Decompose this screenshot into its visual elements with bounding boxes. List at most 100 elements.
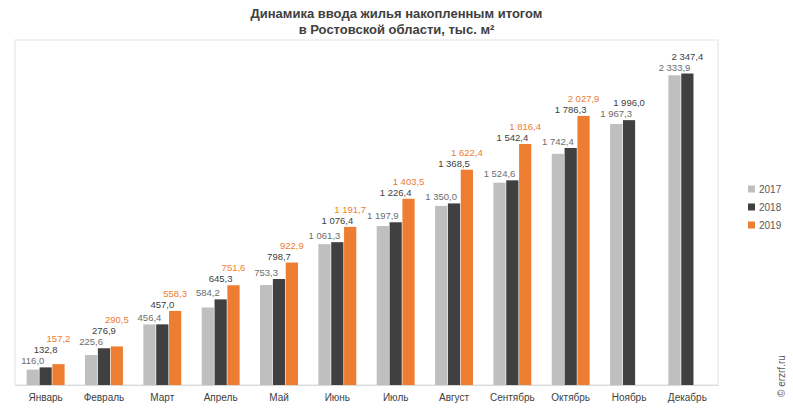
data-label: 751,6 [222,262,246,273]
legend-swatch [748,204,755,211]
x-axis: Январь Февраль Март Апрель Май Июнь Июль Август… [16,386,719,404]
data-label: 1 524,6 [484,168,516,179]
bar [448,203,460,385]
data-label: 798,7 [267,251,291,262]
bar [85,355,97,385]
bar [156,324,168,385]
data-label: 1 368,5 [438,158,470,169]
bar [461,170,473,385]
bar [435,206,447,385]
x-tick-label: Февраль [84,392,125,403]
bar [318,244,330,385]
x-tick-label: Январь [28,392,62,403]
bar [286,263,298,385]
data-label: 1 996,0 [613,97,645,108]
data-label: 1 403,5 [393,176,425,187]
data-label: 1 816,4 [509,121,541,132]
data-label: 584,2 [196,287,220,298]
data-label: 1 076,4 [321,215,353,226]
data-label: 456,4 [138,312,162,323]
x-tick: Май [269,392,289,403]
plot: Январь Февраль Март Апрель Май Июнь Июль Август… [15,40,719,403]
data-label: 2 027,9 [568,93,600,104]
data-label: 2 333,9 [659,62,691,73]
bar [169,311,181,385]
x-tick: Ноябрь [612,392,647,403]
x-tick: Август [439,392,470,403]
data-label: 1 542,4 [496,132,528,143]
x-tick-label: Март [150,392,174,403]
legend-label: 2018 [759,202,782,213]
x-tick: Январь [28,392,62,403]
bar [215,299,227,385]
plot-frame [15,40,718,385]
data-label: 457,0 [150,299,174,310]
x-tick-label: Август [439,392,470,403]
x-tick-label: Ноябрь [612,392,647,403]
data-label: 1 967,3 [600,108,632,119]
data-label: 558,3 [163,288,187,299]
bar [202,307,214,385]
data-label: 225,6 [79,336,103,347]
bar [260,285,272,385]
x-tick-label: Сентябрь [490,392,535,403]
legend-swatch [748,222,755,229]
data-label: 157,2 [47,333,71,344]
title: Динамика ввода жилья накопленным итогомв… [251,6,543,37]
bar [390,222,402,385]
title-line: Динамика ввода жилья накопленным итогом [251,6,543,21]
data-label: 1 742,4 [542,136,574,147]
x-tick-label: Апрель [204,392,238,403]
bar [111,346,123,385]
chart: Динамика ввода жилья накопленным итогомв… [0,0,793,415]
data-label: 1 622,4 [451,147,483,158]
bar [610,124,622,385]
bar [506,180,518,385]
bar [623,120,635,385]
legend: 201720182019 [748,184,782,231]
x-tick-label: Октябрь [551,392,590,403]
bar [668,75,680,385]
data-labels: 116,0132,8157,2 225,6276,9290,5 456,4 457,0… [21,51,703,367]
data-label: 645,3 [209,273,233,284]
data-label: 1 226,4 [380,187,412,198]
x-tick: Февраль [84,392,125,403]
x-tick-label: Май [269,392,289,403]
data-label: 290,5 [105,314,129,325]
bar [52,364,64,385]
data-label: 1 061,3 [309,230,341,241]
data-label: 116,0 [21,355,44,366]
bar [331,242,343,385]
data-label: 1 197,9 [367,210,399,221]
bar [377,226,389,385]
data-label: 922,9 [280,240,304,251]
bar [273,279,285,385]
bar [27,370,39,385]
bar [493,183,505,385]
x-tick: Декабрь [668,392,707,403]
bars [27,74,694,385]
source: © erzrf.ru [776,355,787,397]
data-label: 1 191,7 [334,204,366,215]
bar [565,148,577,385]
data-label: 132,8 [34,344,58,355]
x-axis-line [16,385,719,386]
data-label: 1 786,3 [555,104,587,115]
bar [98,348,110,385]
x-tick: Март [150,392,174,403]
data-label: 753,3 [254,267,278,278]
bar [681,74,693,385]
bar [552,154,564,385]
x-tick-label: Июнь [325,392,350,403]
legend-label: 2017 [759,184,782,195]
bar [344,227,356,385]
bar [143,324,155,385]
bar [40,367,52,385]
x-tick: Июнь [325,392,350,403]
x-tick-label: Декабрь [668,392,707,403]
x-tick-label: Июль [383,392,409,403]
bar [519,144,531,385]
data-label: 276,9 [92,325,116,336]
data-label: 2 347,4 [672,51,704,62]
bar [402,199,414,385]
